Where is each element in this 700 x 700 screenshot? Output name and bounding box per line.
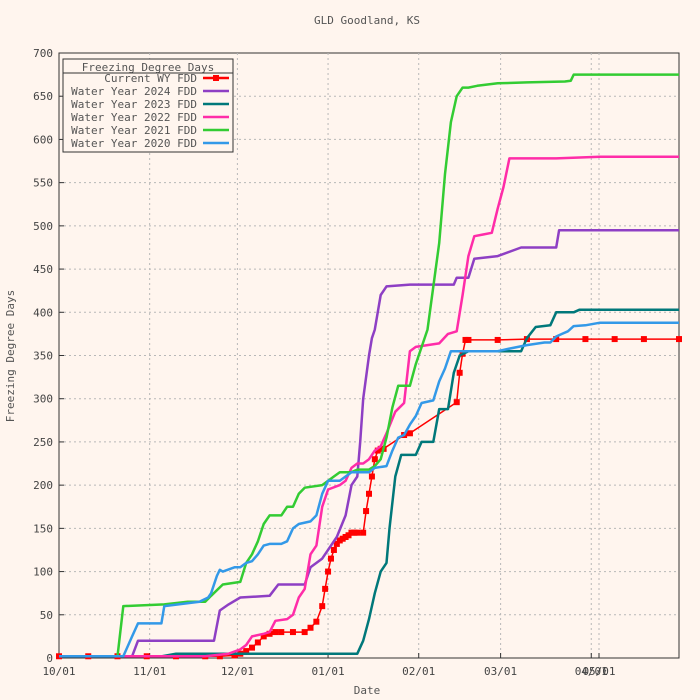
series-lines (56, 73, 682, 660)
y-tick-label: 200 (33, 479, 53, 492)
data-point (307, 624, 314, 631)
data-point (366, 490, 372, 497)
data-point (368, 473, 375, 480)
series-line (59, 228, 679, 658)
series-line (59, 73, 679, 658)
x-tick-label: 02/01 (402, 665, 435, 678)
data-point (354, 529, 361, 536)
data-point (406, 430, 413, 437)
legend-entry-label: Water Year 2020 FDD (71, 137, 197, 150)
data-point (676, 336, 682, 343)
data-point (325, 568, 332, 575)
x-tick-label: 03/01 (484, 665, 517, 678)
y-tick-label: 400 (33, 306, 53, 319)
y-tick-label: 550 (33, 177, 53, 190)
data-point (465, 336, 472, 343)
legend-entry-label: Current WY FDD (104, 72, 197, 85)
y-axis-ticks: 0 50 100 150 200 250 300 350 400 450 500 550 600 650 7… (33, 47, 64, 665)
data-point (243, 648, 250, 655)
legend-title: Freezing Degree Days (82, 61, 214, 74)
data-point (553, 336, 560, 343)
data-point (611, 336, 618, 343)
legend-entry-label: Water Year 2023 FDD (71, 98, 197, 111)
series-5 (59, 321, 679, 658)
data-point (313, 618, 320, 625)
series-2 (59, 308, 679, 658)
y-tick-label: 250 (33, 436, 53, 449)
x-tick-label: 04/01 (575, 665, 608, 678)
y-tick-label: 450 (33, 263, 53, 276)
data-point (640, 336, 647, 343)
y-tick-label: 700 (33, 47, 53, 60)
y-axis-label: Freezing Degree Days (4, 290, 17, 422)
data-point (260, 633, 267, 640)
data-point (216, 653, 223, 660)
data-point (266, 630, 273, 637)
data-point (322, 585, 329, 592)
legend-marker (213, 75, 219, 81)
y-tick-label: 100 (33, 566, 53, 579)
data-point (333, 540, 340, 547)
x-tick-label: 05/01 (582, 665, 615, 678)
grid-lines (59, 53, 679, 658)
data-point (289, 629, 296, 636)
series-4 (59, 73, 679, 658)
series-1 (59, 228, 679, 658)
y-tick-label: 50 (40, 609, 53, 622)
data-point (231, 652, 238, 659)
data-point (327, 555, 334, 562)
x-axis-label: Date (354, 684, 381, 697)
data-point (249, 644, 256, 651)
data-point (582, 336, 589, 343)
data-point (330, 546, 337, 553)
data-point (278, 629, 285, 636)
data-point (453, 399, 460, 406)
x-tick-label: 11/01 (133, 665, 166, 678)
legend: Freezing Degree Days Current WY FDDWater… (62, 58, 234, 153)
series-line (59, 155, 679, 658)
x-tick-label: 01/01 (311, 665, 344, 678)
x-tick-label: 10/01 (42, 665, 75, 678)
data-point (301, 629, 308, 636)
series-line (59, 321, 679, 658)
legend-entry-label: Water Year 2022 FDD (71, 111, 197, 124)
y-tick-label: 600 (33, 133, 53, 146)
y-tick-label: 650 (33, 90, 53, 103)
y-tick-label: 150 (33, 522, 53, 535)
legend-entry-label: Water Year 2021 FDD (71, 124, 197, 137)
data-point (254, 639, 261, 646)
data-point (363, 508, 370, 515)
y-tick-label: 0 (46, 652, 53, 665)
data-point (371, 456, 378, 463)
y-tick-label: 500 (33, 220, 53, 233)
data-point (272, 629, 279, 636)
data-point (456, 369, 463, 376)
x-tick-label: 12/01 (221, 665, 254, 678)
data-point (319, 603, 326, 610)
y-tick-label: 300 (33, 393, 53, 406)
data-point (360, 529, 367, 536)
series-line (59, 308, 679, 658)
series-3 (59, 155, 679, 658)
legend-box (62, 58, 234, 153)
chart-title: GLD Goodland, KS (314, 14, 420, 27)
legend-entry-label: Water Year 2024 FDD (71, 85, 197, 98)
y-tick-label: 350 (33, 350, 53, 363)
data-point (494, 336, 501, 343)
